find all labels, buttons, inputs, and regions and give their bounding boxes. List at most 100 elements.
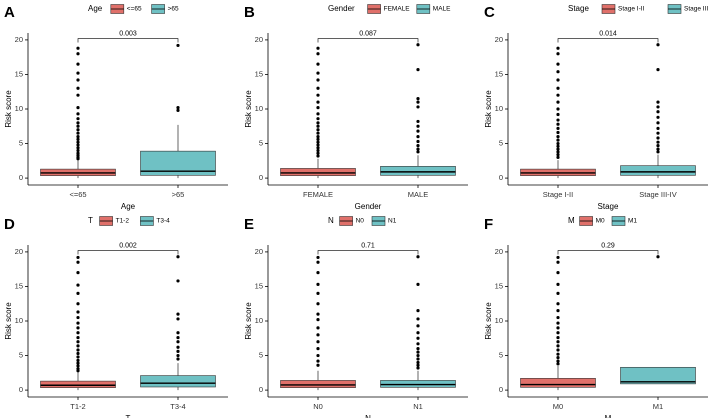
outlier-point	[556, 291, 560, 295]
y-axis-label: Risk score	[4, 90, 13, 128]
outlier-point	[656, 100, 660, 104]
outlier-point	[656, 126, 660, 130]
panel-label: C	[484, 4, 495, 21]
y-tick-label: 15	[495, 69, 503, 78]
y-tick-label: 5	[259, 351, 263, 360]
outlier-point	[656, 110, 660, 114]
x-tick-label: T1-2	[70, 402, 85, 411]
legend: M M0 M1	[568, 216, 637, 226]
x-tick-label: N0	[313, 402, 323, 411]
x-tick-label: M0	[553, 402, 563, 411]
outlier-point	[316, 131, 320, 135]
outlier-point	[76, 131, 80, 135]
y-axis-label: Risk score	[244, 90, 253, 128]
outlier-point	[556, 118, 560, 122]
y-axis-label: Risk score	[4, 302, 13, 340]
y-tick-label: 15	[15, 69, 23, 78]
outlier-point	[76, 52, 80, 56]
y-tick-label: 5	[499, 139, 503, 148]
outlier-point	[316, 302, 320, 306]
panel-label: B	[244, 4, 255, 21]
y-tick-label: 0	[19, 173, 23, 182]
outlier-point	[556, 122, 560, 126]
y-tick-label: 15	[15, 281, 23, 290]
outlier-point	[176, 357, 180, 361]
outlier-point	[316, 154, 320, 158]
box-body	[140, 375, 216, 388]
x-axis-label: N	[365, 414, 371, 418]
outlier-point	[76, 344, 80, 348]
outlier-point	[416, 129, 420, 133]
x-tick-label: FEMALE	[303, 190, 333, 199]
legend-entry-2: MALE	[433, 6, 451, 13]
x-tick-label: MALE	[408, 190, 428, 199]
outlier-point	[656, 131, 660, 135]
legend-entry-1: FEMALE	[384, 6, 411, 13]
outlier-point	[556, 352, 560, 356]
outlier-point	[556, 302, 560, 306]
box-2	[140, 255, 216, 391]
panel-a: A Age <=65 >65 0 5 10 15 20 Risk score <=65 >65 Age 0…	[4, 4, 228, 211]
outlier-point	[76, 117, 80, 121]
y-tick-label: 10	[15, 104, 23, 113]
x-axis: M0 M1 M	[508, 396, 708, 418]
outlier-point	[176, 349, 180, 353]
box-body	[280, 168, 356, 176]
outlier-point	[416, 366, 420, 370]
x-tick-label: Stage III-IV	[639, 190, 677, 199]
x-axis-label: Age	[121, 202, 136, 211]
x-axis: T1-2 T3-4 T	[28, 396, 228, 418]
outlier-point	[76, 86, 80, 90]
outlier-point	[416, 357, 420, 361]
outlier-point	[316, 318, 320, 322]
outlier-point	[656, 147, 660, 151]
legend-entry-1: M0	[596, 218, 605, 225]
x-axis: FEMALE MALE Gender	[268, 184, 468, 211]
outlier-point	[556, 255, 560, 260]
outlier-point	[556, 271, 560, 275]
outlier-point	[76, 271, 80, 275]
outlier-point	[76, 310, 80, 314]
box-1	[280, 46, 356, 179]
significance: 0.087	[317, 31, 419, 43]
panel-label: A	[4, 4, 15, 21]
x-tick-label: Stage I-II	[543, 190, 573, 199]
outlier-point	[556, 62, 560, 66]
outlier-point	[556, 141, 560, 146]
outlier-point	[316, 151, 320, 155]
outlier-point	[76, 121, 80, 125]
outlier-point	[416, 347, 420, 351]
outlier-point	[416, 350, 420, 354]
outlier-point	[76, 157, 80, 161]
outlier-point	[76, 340, 80, 344]
legend-entry-2: N1	[388, 218, 397, 225]
outlier-point	[76, 71, 80, 75]
outlier-point	[316, 312, 320, 316]
outlier-point	[76, 369, 80, 373]
y-tick-label: 20	[15, 35, 23, 44]
y-axis-label: Risk score	[484, 302, 493, 340]
outlier-point	[556, 135, 560, 139]
outlier-point	[556, 86, 560, 90]
outlier-point	[316, 128, 320, 132]
y-tick-label: 20	[15, 247, 23, 256]
x-tick-label: M1	[653, 402, 663, 411]
outlier-point	[416, 309, 420, 313]
outlier-point	[556, 340, 560, 344]
outlier-point	[316, 146, 320, 150]
outlier-point	[316, 112, 320, 116]
outlier-point	[76, 321, 80, 325]
y-tick-label: 10	[255, 316, 263, 325]
y-tick-label: 10	[495, 104, 503, 113]
x-tick-label: <=65	[69, 190, 86, 199]
outlier-point	[316, 117, 320, 121]
y-tick-label: 10	[255, 104, 263, 113]
outlier-point	[76, 140, 80, 144]
outlier-point	[76, 255, 80, 260]
outlier-point	[656, 121, 660, 125]
outlier-point	[176, 279, 180, 283]
legend-title: T	[88, 216, 93, 225]
y-axis: 0 5 10 15 20 Risk score	[244, 245, 269, 397]
y-tick-label: 5	[499, 351, 503, 360]
